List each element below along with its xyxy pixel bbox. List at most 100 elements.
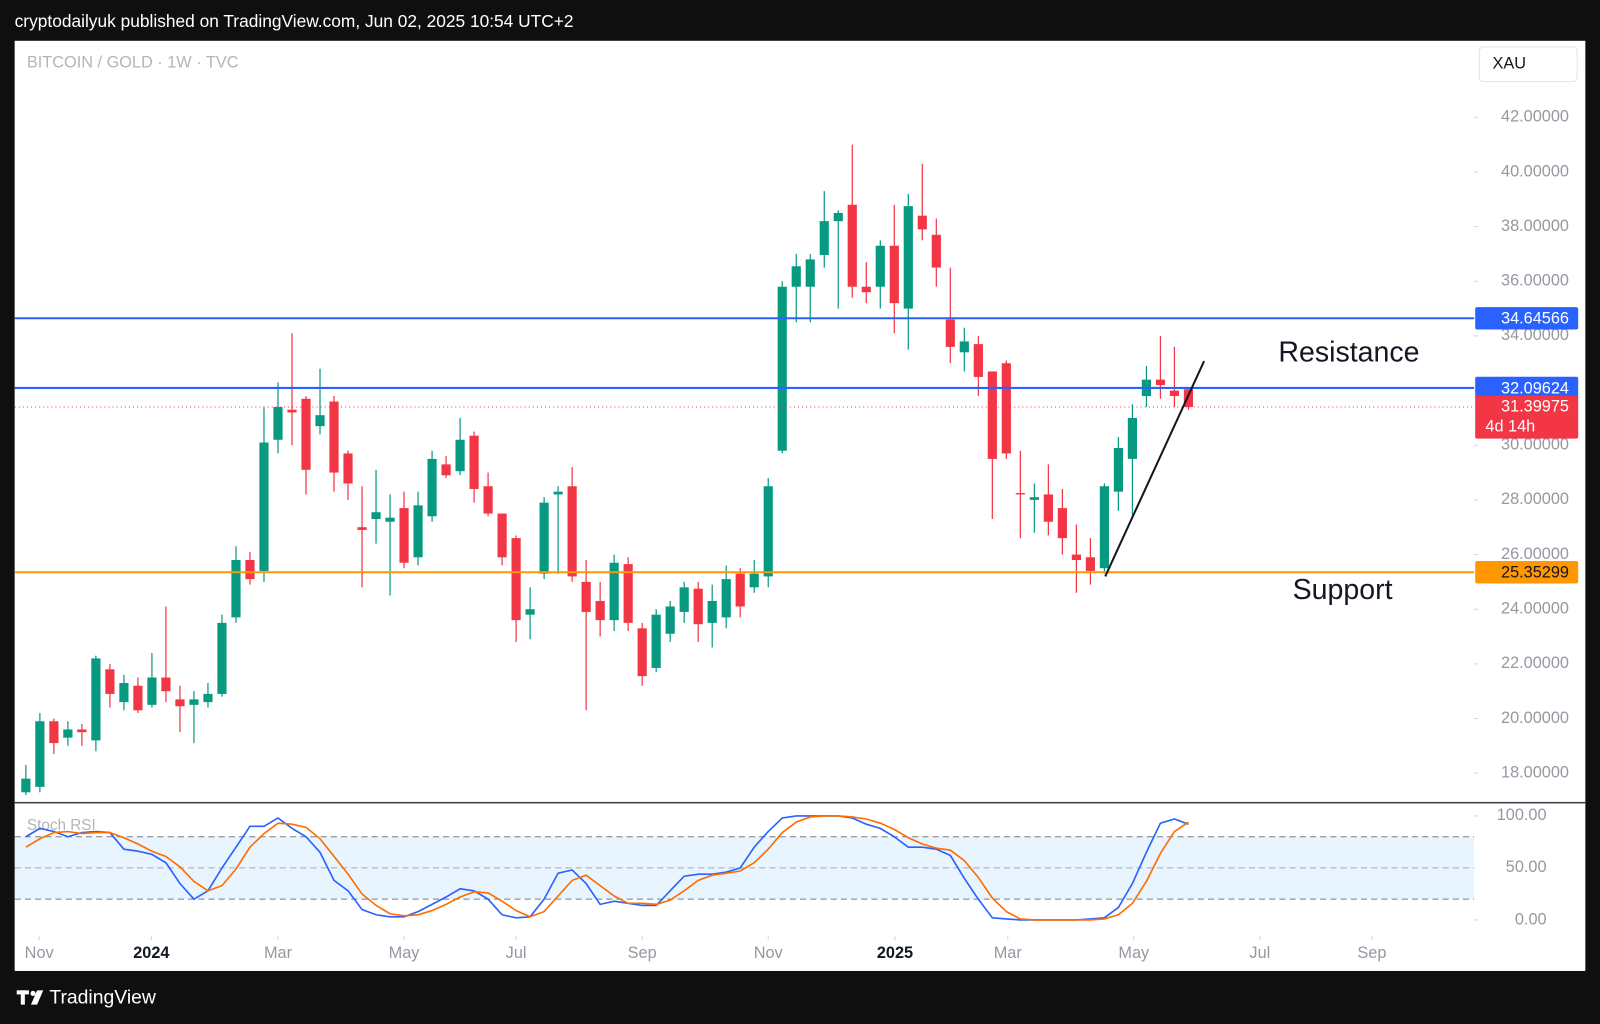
- candle-body: [875, 245, 885, 287]
- candle-body: [833, 212, 843, 222]
- candle-body: [301, 398, 311, 470]
- candle-body: [805, 259, 815, 287]
- candles: [21, 144, 1194, 796]
- candle-body: [469, 435, 479, 489]
- y-tick-label: 20.00000: [1501, 709, 1569, 727]
- candle-body: [133, 685, 143, 711]
- y-tick-label: 42.00000: [1501, 108, 1569, 126]
- stoch-line: [25, 815, 1189, 921]
- x-tick-label: Sep: [628, 944, 657, 962]
- y-tick-label: 0.00: [1515, 910, 1547, 928]
- candle-body: [105, 669, 115, 694]
- candle-body: [1155, 379, 1166, 386]
- candle-body: [413, 505, 423, 558]
- candle-body: [525, 609, 535, 615]
- candle-body: [119, 682, 129, 703]
- publish-header: cryptodailyuk published on TradingView.c…: [15, 11, 574, 31]
- candle-body: [259, 442, 269, 571]
- candle-body: [273, 406, 283, 440]
- footer-logo: [16, 990, 44, 1005]
- y-tick-label: 24.00000: [1501, 600, 1569, 618]
- y-tick-label: 34.00000: [1501, 326, 1569, 344]
- candle-body: [1057, 508, 1067, 539]
- candle-body: [917, 215, 927, 230]
- candle-body: [399, 508, 409, 563]
- candle-body: [707, 601, 717, 623]
- candle-body: [665, 606, 675, 634]
- x-tick-label: 2025: [877, 944, 913, 962]
- candle-body: [539, 502, 549, 574]
- candle-body: [1071, 554, 1081, 561]
- candle-body: [1029, 497, 1039, 500]
- annotation: Support: [1293, 574, 1393, 606]
- candle-body: [49, 721, 59, 744]
- logo-part: [30, 990, 44, 1005]
- candle-body: [637, 628, 647, 677]
- x-tick-label: Sep: [1357, 944, 1386, 962]
- currency-box[interactable]: [1478, 46, 1578, 83]
- candle-body: [1001, 363, 1011, 454]
- candle-body: [371, 512, 381, 520]
- candle-body: [63, 729, 73, 738]
- y-tick-label: 28.00000: [1501, 490, 1569, 508]
- level-label: 25.35299: [1501, 564, 1569, 582]
- candle-body: [427, 458, 437, 517]
- candle-body: [749, 573, 759, 588]
- candle-body: [973, 344, 983, 377]
- chart-panel: [14, 40, 1586, 971]
- footer-brand: TradingView: [49, 987, 157, 1009]
- candle-body: [147, 677, 157, 705]
- x-tick-label: Mar: [994, 944, 1023, 962]
- candle-body: [651, 614, 661, 668]
- candle-body: [77, 729, 87, 733]
- y-tick-label: 30.00000: [1501, 436, 1569, 454]
- currency-label[interactable]: XAU: [1493, 55, 1527, 73]
- candle-body: [679, 587, 689, 612]
- candle-body: [623, 564, 633, 623]
- annotation: Resistance: [1278, 336, 1419, 368]
- x-tick-label: Nov: [25, 944, 55, 962]
- candle-body: [581, 581, 591, 612]
- candle-body: [1113, 447, 1123, 492]
- candle-body: [721, 579, 731, 618]
- candle-body: [903, 206, 913, 309]
- candle-body: [497, 513, 507, 558]
- candle-body: [91, 658, 101, 741]
- candle-body: [287, 409, 297, 413]
- candle-body: [35, 721, 45, 787]
- candle-body: [1127, 417, 1137, 459]
- candle-body: [511, 538, 521, 621]
- candle-body: [945, 319, 955, 347]
- candle-body: [595, 601, 605, 621]
- candle-body: [693, 588, 703, 625]
- candle-body: [609, 562, 619, 621]
- candle-body: [455, 439, 465, 472]
- candle-body: [315, 415, 325, 427]
- candle-body: [343, 453, 353, 484]
- candle-body: [1015, 493, 1025, 495]
- candle-body: [1169, 390, 1180, 397]
- candle-body: [889, 245, 899, 304]
- candle-body: [189, 699, 199, 705]
- candle-body: [21, 778, 31, 793]
- candle-body: [483, 486, 493, 514]
- candle-body: [1085, 557, 1095, 571]
- level-label: 32.09624: [1501, 379, 1569, 397]
- chart-title: BITCOIN / GOLD · 1W · TVC: [27, 54, 239, 72]
- y-tick-label: 100.00: [1497, 806, 1547, 824]
- candle-body: [959, 341, 969, 353]
- candle-body: [175, 699, 185, 707]
- candle-body: [819, 221, 829, 256]
- candle-body: [763, 486, 773, 577]
- logo-part: [20, 990, 25, 1005]
- candle-body: [441, 464, 451, 476]
- candle-body: [1183, 389, 1194, 407]
- level-label: 34.64566: [1501, 310, 1569, 328]
- stoch-line: [25, 815, 1189, 921]
- candle-body: [161, 677, 171, 692]
- candle-body: [357, 527, 367, 530]
- candle-body: [847, 204, 857, 287]
- candle-body: [567, 486, 577, 577]
